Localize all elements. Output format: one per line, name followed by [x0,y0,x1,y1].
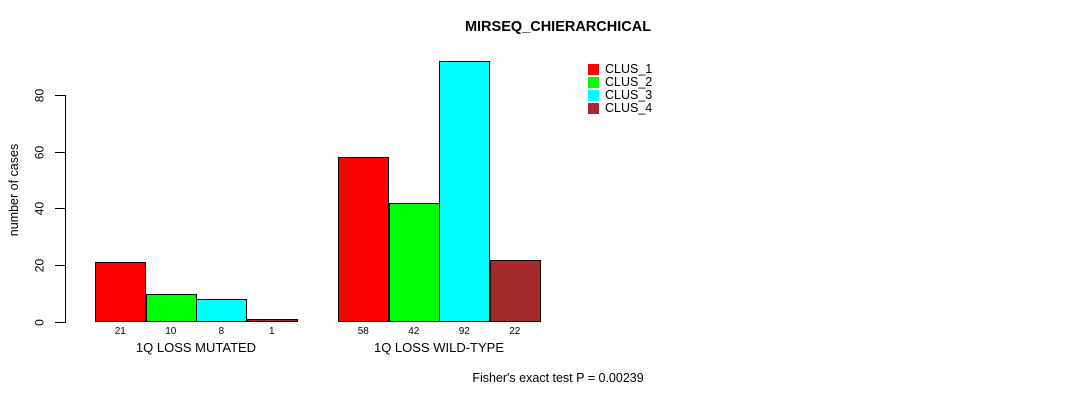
legend-item-clus_4: CLUS_4 [588,102,652,115]
legend-item-clus_2: CLUS_2 [588,76,652,89]
bar-clus_3-1 [196,299,247,322]
y-tick-label: 60 [32,145,47,160]
legend-item-clus_3: CLUS_3 [588,89,652,102]
legend-label: CLUS_3 [605,88,653,102]
y-tick-label: 40 [32,201,47,216]
legend-item-clus_1: CLUS_1 [588,63,652,76]
y-tick-mark [55,322,65,323]
bar-clus_2-1 [145,294,197,322]
bar-value-label: 10 [165,326,177,337]
legend-swatch-clus_3 [588,90,599,101]
legend-swatch-clus_1 [588,64,599,75]
legend-label: CLUS_4 [605,101,653,115]
bar-clus_1-2 [338,157,389,322]
legend-swatch-clus_2 [588,77,599,88]
bar-value-label: 42 [408,326,420,337]
bar-value-label: 58 [357,326,369,337]
y-tick-mark [55,95,65,96]
y-tick-mark [55,265,65,266]
bar-clus_3-2 [439,61,490,322]
legend-swatch-clus_4 [588,103,599,114]
y-tick-label: 0 [32,319,47,326]
bar-value-label: 21 [114,326,126,337]
y-tick-mark [55,208,65,209]
bar-value-label: 1 [268,326,275,337]
legend-label: CLUS_1 [605,62,653,76]
bar-clus_4-2 [489,260,541,322]
y-axis-title: number of cases [7,143,21,237]
bar-clus_1-1 [95,262,146,322]
y-axis-line [65,95,66,323]
y-tick-mark [55,152,65,153]
category-label: 1Q LOSS WILD-TYPE [373,340,505,355]
y-tick-label: 20 [32,258,47,273]
chart-title: MIRSEQ_CHIERARCHICAL [464,19,652,35]
legend-label: CLUS_2 [605,75,653,89]
bar-value-label: 22 [509,326,521,337]
stat-annotation: Fisher's exact test P = 0.00239 [472,371,644,385]
bar-value-label: 8 [218,326,225,337]
bar-value-label: 92 [458,326,470,337]
legend: CLUS_1 CLUS_2 CLUS_3 CLUS_4 [588,63,652,115]
category-label: 1Q LOSS MUTATED [135,340,257,355]
bar-clus_4-1 [246,319,298,322]
y-tick-label: 80 [32,88,47,103]
bar-clus_2-2 [388,203,440,322]
